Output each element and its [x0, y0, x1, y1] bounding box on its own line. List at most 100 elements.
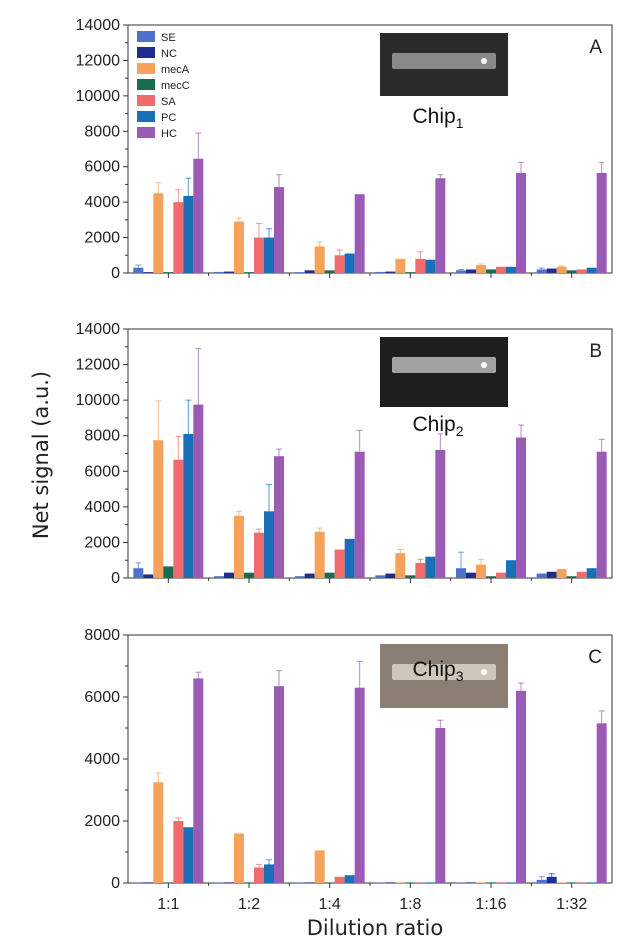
bar-nc	[546, 268, 557, 273]
bar-nc	[466, 269, 476, 273]
bar-se	[133, 882, 144, 883]
bar-mecc	[405, 882, 416, 883]
panel-letter: A	[589, 37, 602, 58]
bar-meca	[476, 882, 486, 883]
legend-swatch-meca	[137, 63, 155, 74]
bar-pc	[264, 864, 274, 883]
bar-pc	[425, 882, 436, 883]
y-tick-label: 6000	[84, 689, 120, 706]
bar-pc	[344, 875, 355, 883]
bar-nc	[224, 271, 234, 273]
bar-meca	[395, 553, 406, 578]
bar-meca	[234, 515, 244, 578]
bar-mecc	[405, 272, 416, 273]
x-tick-label: 1:32	[556, 896, 587, 913]
chip-slide	[392, 664, 496, 680]
x-axis-title: Dilution ratio	[307, 916, 443, 940]
y-tick-label: 2000	[84, 813, 120, 830]
bar-mecc	[244, 272, 254, 273]
y-tick-label: 2000	[84, 230, 120, 247]
chip-port-dot	[481, 362, 487, 368]
bar-sa	[173, 459, 184, 578]
bar-sa	[576, 571, 587, 578]
y-tick-label: 0	[111, 875, 120, 892]
bar-se	[536, 879, 547, 883]
chip-photo	[380, 644, 508, 708]
bar-mecc	[486, 576, 496, 578]
chart-panel-B: 0 2000 4000 6000 8000 10000 12000 14000 B Chip2	[76, 321, 613, 587]
legend-label-hc: HC	[161, 128, 177, 140]
bar-hc	[274, 686, 284, 883]
y-tick-label: 6000	[84, 159, 120, 176]
chip-photo	[380, 33, 508, 96]
bar-mecc	[486, 882, 496, 883]
bar-nc	[143, 882, 154, 883]
y-tick-label: 8000	[84, 428, 120, 445]
bar-pc	[586, 568, 597, 578]
bar-sa	[576, 882, 587, 883]
chip-label: Chip1	[413, 105, 464, 131]
bar-nc	[143, 574, 154, 578]
bar-meca	[314, 850, 325, 883]
bar-pc	[425, 556, 436, 578]
bar-se	[214, 271, 224, 273]
chip-photo	[380, 337, 508, 407]
bar-pc	[506, 882, 516, 883]
bar-pc	[344, 538, 355, 578]
bar-se	[456, 882, 466, 883]
chip-port-dot	[481, 58, 487, 64]
bar-hc	[193, 158, 204, 273]
bar-pc	[586, 882, 597, 883]
bar-se	[375, 271, 386, 273]
y-tick-label: 6000	[84, 463, 120, 480]
bar-sa	[254, 867, 264, 883]
legend-swatch-pc	[137, 111, 155, 122]
y-tick-label: 12000	[76, 357, 121, 374]
chip-label: Chip3	[413, 658, 464, 684]
legend-label-sa: SA	[161, 96, 176, 108]
y-tick-label: 14000	[76, 321, 121, 338]
bar-hc	[354, 451, 365, 578]
bar-meca	[153, 782, 164, 883]
bar-mecc	[566, 882, 577, 883]
panel-letter: B	[589, 341, 602, 362]
bar-sa	[334, 255, 345, 273]
bar-hc	[435, 728, 446, 883]
bar-se	[294, 272, 305, 273]
bar-se	[133, 568, 144, 578]
bar-pc	[425, 259, 436, 273]
x-tick-label: 1:2	[238, 896, 260, 913]
chip-slide	[392, 357, 496, 373]
y-tick-label: 4000	[84, 499, 120, 516]
bar-nc	[385, 271, 396, 273]
bar-se	[536, 269, 547, 273]
bar-pc	[506, 560, 516, 578]
legend-label-mecc: mecC	[161, 80, 190, 92]
bar-nc	[224, 572, 234, 578]
y-tick-label: 8000	[84, 123, 120, 140]
bar-hc	[193, 678, 204, 883]
bar-meca	[234, 221, 244, 273]
bar-nc	[546, 571, 557, 578]
x-tick-label: 1:4	[319, 896, 341, 913]
bar-nc	[466, 882, 476, 883]
bar-se	[214, 882, 224, 883]
bar-hc	[193, 404, 204, 578]
bar-meca	[556, 569, 567, 578]
bar-hc	[596, 172, 607, 273]
bar-nc	[466, 572, 476, 578]
bar-hc	[354, 687, 365, 883]
legend: SE NC mecA mecC SA PC HC	[137, 31, 190, 140]
chart-panel-A: 0 2000 4000 6000 8000 10000 12000 14000 A Chip1 SE…	[76, 17, 613, 282]
bar-pc	[183, 827, 194, 883]
bar-meca	[234, 833, 244, 883]
y-tick-label: 10000	[76, 392, 121, 409]
bar-sa	[415, 882, 426, 883]
bar-se	[456, 270, 466, 273]
y-tick-label: 2000	[84, 534, 120, 551]
bar-nc	[385, 882, 396, 883]
bar-pc	[183, 433, 194, 578]
chart-panel-C: 0 2000 4000 6000 8000 1:1 1:2 1:4 1:8 1:16 1:32 C Ch…	[84, 627, 613, 913]
y-tick-label: 0	[111, 570, 120, 587]
bar-mecc	[163, 882, 174, 883]
